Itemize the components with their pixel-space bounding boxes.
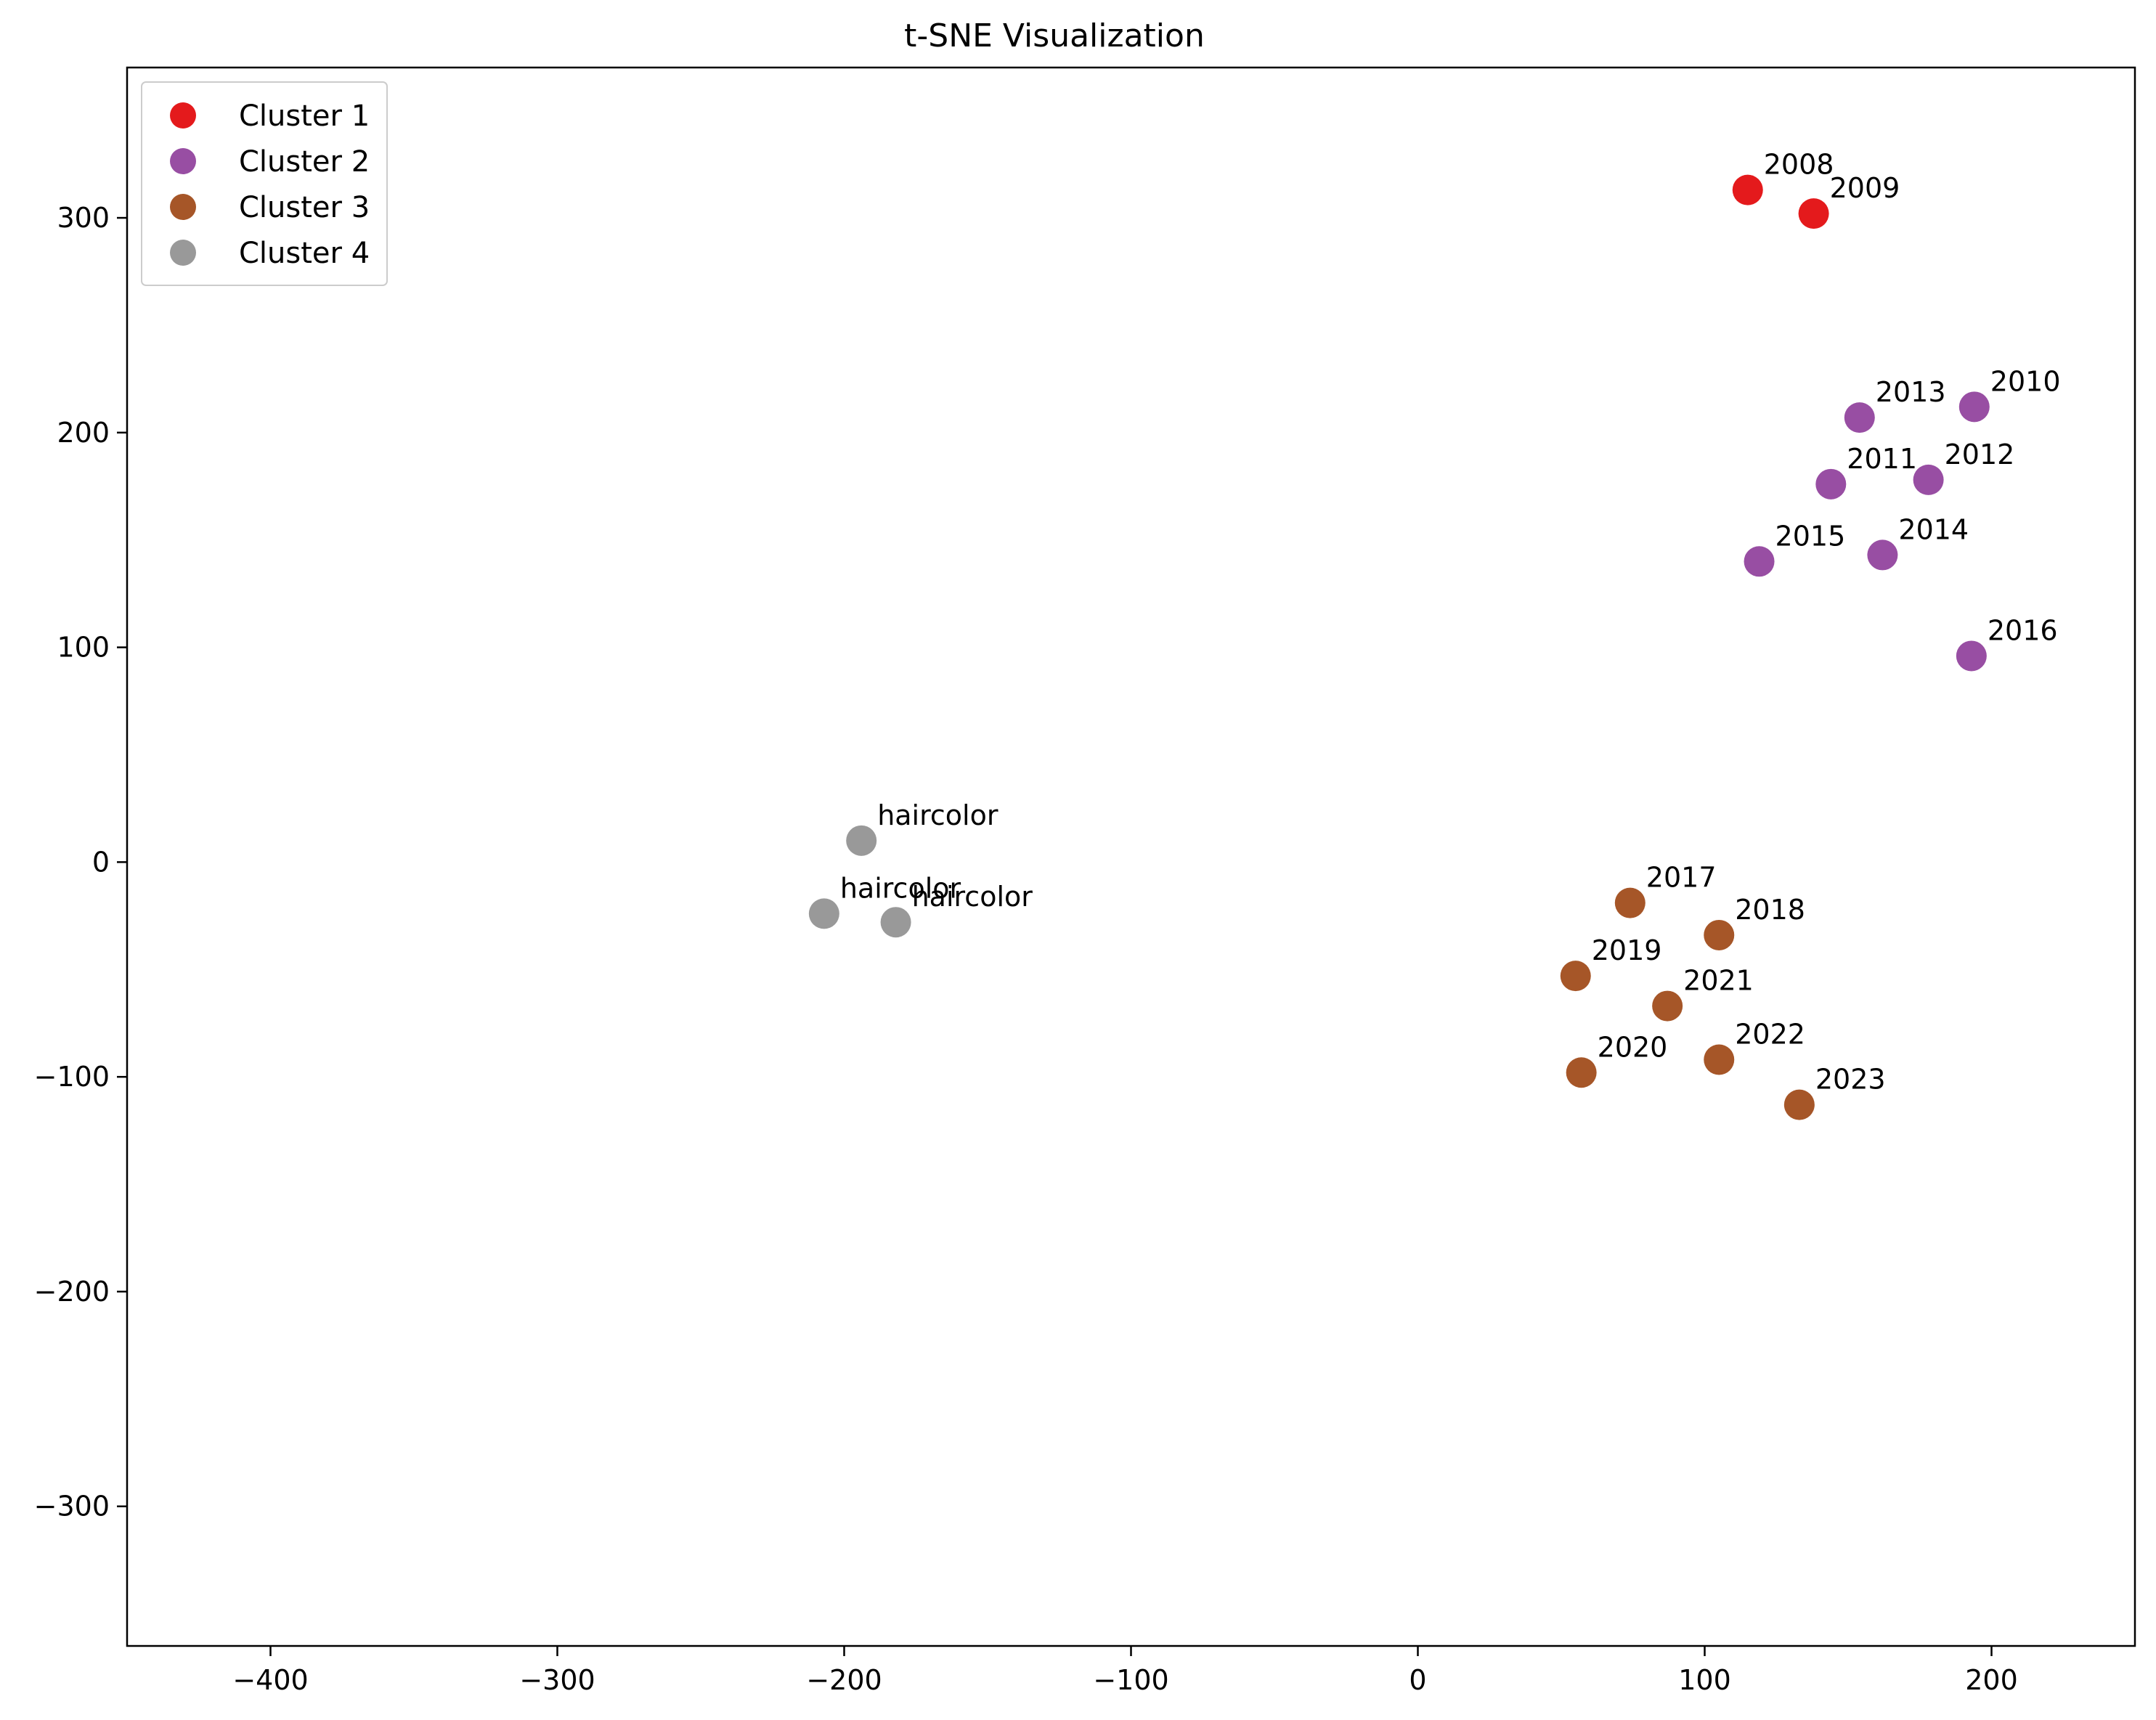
point-label: 2015 bbox=[1775, 520, 1846, 552]
y-tick-label: 0 bbox=[92, 846, 110, 878]
point-label: 2008 bbox=[1764, 149, 1834, 181]
y-tick-label: −100 bbox=[34, 1061, 110, 1093]
x-tick-label: −400 bbox=[232, 1664, 308, 1696]
point-label: 2021 bbox=[1683, 965, 1754, 997]
legend: Cluster 1 Cluster 2 Cluster 3 Cluster 4 bbox=[141, 81, 388, 286]
scatter-point bbox=[1783, 1089, 1815, 1120]
point-label: 2017 bbox=[1646, 862, 1717, 894]
scatter-point bbox=[1815, 468, 1847, 500]
point-label: 2011 bbox=[1847, 443, 1917, 475]
legend-marker bbox=[170, 194, 196, 220]
legend-label: Cluster 4 bbox=[239, 237, 370, 270]
legend-label: Cluster 3 bbox=[239, 191, 370, 224]
x-tick-label: 100 bbox=[1678, 1664, 1731, 1696]
legend-label: Cluster 1 bbox=[239, 99, 370, 133]
y-tick-label: 200 bbox=[57, 417, 110, 449]
scatter-point bbox=[1913, 464, 1944, 495]
scatter-point bbox=[1744, 546, 1775, 577]
legend-marker bbox=[170, 102, 196, 129]
legend-marker bbox=[170, 148, 196, 174]
legend-box bbox=[141, 81, 388, 286]
chart-title: t-SNE Visualization bbox=[904, 17, 1205, 54]
x-tick-label: −100 bbox=[1093, 1664, 1168, 1696]
point-label: 2010 bbox=[1990, 365, 2061, 397]
point-label: 2023 bbox=[1815, 1064, 1886, 1096]
point-label: haircolor bbox=[912, 881, 1033, 913]
point-label: 2012 bbox=[1945, 439, 2015, 470]
x-axis: −400 −300 −200 −100 0 100 200 bbox=[232, 1646, 2018, 1696]
legend-marker bbox=[170, 240, 196, 266]
point-label: 2013 bbox=[1876, 376, 1946, 408]
point-label: haircolor bbox=[840, 872, 961, 904]
point-label: 2019 bbox=[1592, 934, 1662, 966]
scatter-point bbox=[1956, 640, 1987, 672]
x-tick-label: 0 bbox=[1409, 1664, 1426, 1696]
point-label: 2009 bbox=[1830, 172, 1900, 204]
scatter-point bbox=[1614, 887, 1646, 918]
plot-area-frame bbox=[126, 66, 2136, 1647]
scatter-point bbox=[846, 825, 877, 856]
scatter-point bbox=[1844, 402, 1875, 433]
y-tick-label: 300 bbox=[57, 202, 110, 234]
scatter-point bbox=[880, 907, 911, 938]
scatter-point bbox=[1958, 391, 1990, 423]
scatter-point bbox=[1652, 990, 1683, 1022]
x-tick-label: 200 bbox=[1965, 1664, 2018, 1696]
x-tick-label: −200 bbox=[806, 1664, 882, 1696]
point-label: 2020 bbox=[1598, 1031, 1668, 1063]
scatter-point bbox=[1732, 174, 1763, 205]
point-label: 2016 bbox=[1988, 614, 2058, 646]
y-tick-label: −300 bbox=[34, 1491, 110, 1523]
scatter-point bbox=[1560, 961, 1591, 992]
scatter-point bbox=[1867, 539, 1898, 571]
point-label: 2022 bbox=[1735, 1019, 1805, 1051]
scatter-points bbox=[808, 174, 1990, 1120]
y-tick-label: 100 bbox=[57, 632, 110, 664]
x-tick-label: −300 bbox=[519, 1664, 595, 1696]
scatter-point bbox=[1704, 1044, 1735, 1075]
legend-label: Cluster 2 bbox=[239, 145, 370, 179]
scatter-point bbox=[1704, 919, 1735, 950]
scatter-point bbox=[1566, 1057, 1597, 1088]
point-label: 2018 bbox=[1735, 894, 1805, 926]
point-label: haircolor bbox=[877, 799, 998, 831]
scatter-point bbox=[1798, 198, 1829, 229]
point-label: 2014 bbox=[1898, 513, 1969, 545]
y-axis: −300 −200 −100 0 100 200 300 bbox=[34, 202, 127, 1523]
y-tick-label: −200 bbox=[34, 1276, 110, 1308]
scatter-point bbox=[808, 898, 839, 929]
